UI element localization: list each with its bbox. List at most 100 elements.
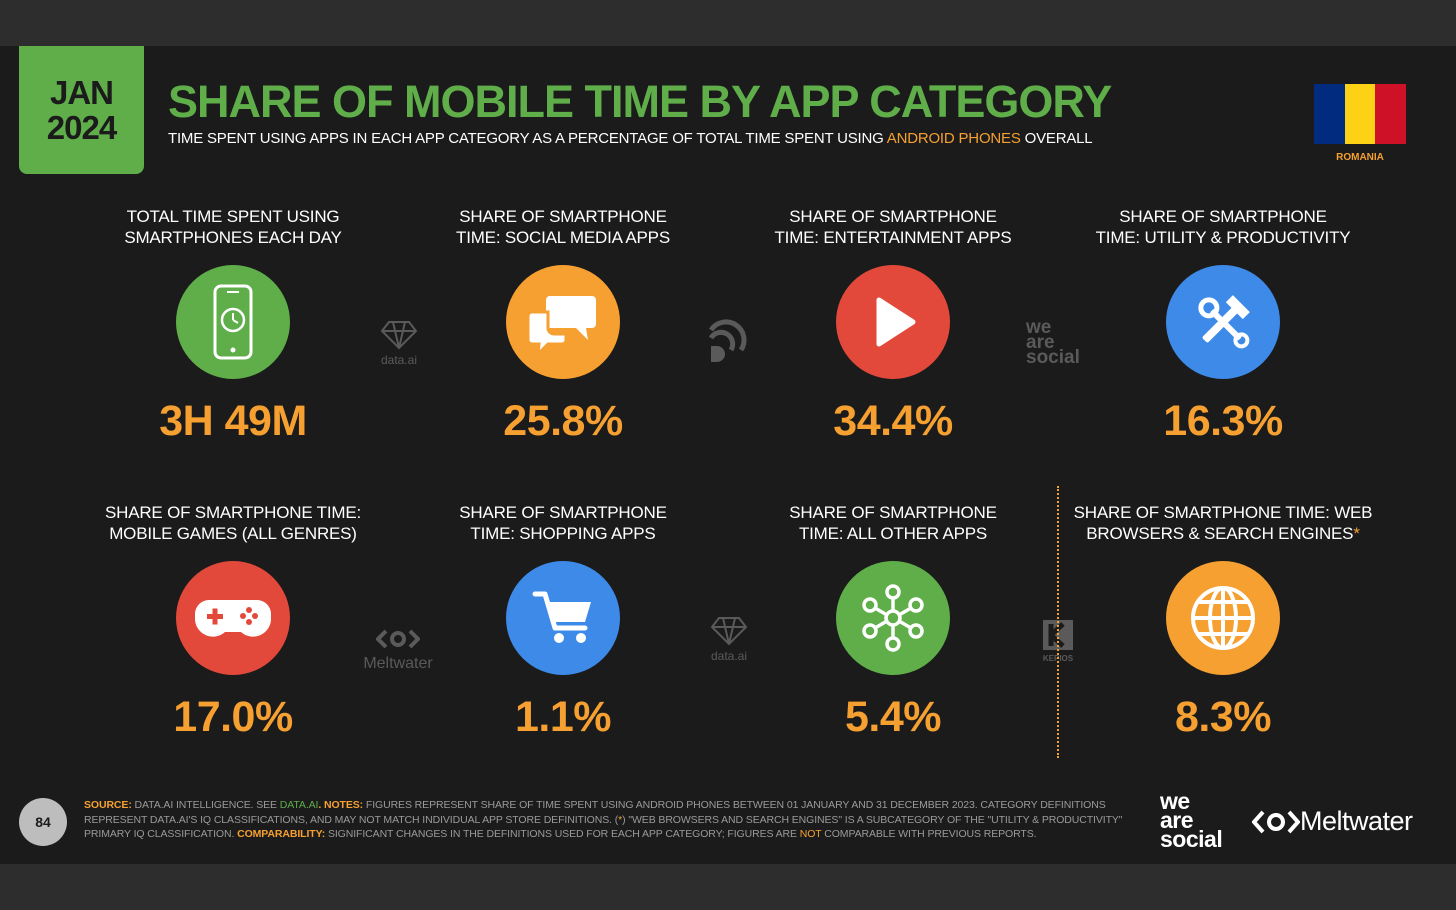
bottom-bar	[0, 864, 1456, 910]
stat-label-line: MOBILE GAMES (ALL GENRES)	[109, 524, 357, 543]
stat-label: SHARE OF SMARTPHONE TIME: ENTERTAINMENT A…	[743, 206, 1043, 250]
play-icon	[836, 265, 950, 379]
stat-label: TOTAL TIME SPENT USING SMARTPHONES EACH D…	[83, 206, 383, 250]
page-title: SHARE OF MOBILE TIME BY APP CATEGORY	[168, 76, 1112, 127]
stat-value: 34.4%	[833, 397, 953, 445]
stat-label-line: SHARE OF SMARTPHONE	[789, 503, 997, 522]
dataai-d-icon	[708, 319, 747, 362]
comparability-not: NOT	[799, 828, 822, 840]
stat-games: SHARE OF SMARTPHONE TIME: MOBILE GAMES (A…	[83, 502, 383, 742]
gamepad-icon	[176, 561, 290, 675]
we-are-social-watermark: we are social	[1026, 317, 1096, 368]
stat-utility: SHARE OF SMARTPHONE TIME: UTILITY & PRODU…	[1073, 206, 1373, 446]
meltwater-eye-icon	[375, 629, 421, 649]
meltwater-watermark: Meltwater	[358, 628, 438, 673]
dataai-logo-watermark	[702, 316, 756, 367]
date-year: 2024	[46, 109, 117, 146]
comparability-text-2: COMPARABLE WITH PREVIOUS REPORTS.	[821, 828, 1037, 840]
stat-label-line: BROWSERS & SEARCH ENGINES*	[1073, 523, 1373, 544]
date-badge: JAN 2024	[19, 46, 144, 174]
logo-was-line: social	[1160, 826, 1223, 852]
top-bar	[0, 0, 1456, 46]
was-line: we	[1026, 317, 1052, 338]
shopping-cart-icon	[506, 561, 620, 675]
dataai-watermark-2: data.ai	[702, 616, 756, 663]
was-line: social	[1026, 347, 1080, 368]
was-line: are	[1026, 332, 1055, 353]
stat-value: 1.1%	[514, 693, 612, 741]
stat-value: 17.0%	[173, 693, 293, 741]
stat-label-text: BROWSERS & SEARCH ENGINES	[1086, 524, 1354, 543]
dotted-divider	[1057, 486, 1059, 758]
dataai-text: data.ai	[380, 353, 418, 367]
stat-label-line: TIME: ALL OTHER APPS	[798, 524, 988, 543]
stat-label-line: TIME: ENTERTAINMENT APPS	[774, 228, 1012, 247]
subtitle-text: TIME SPENT USING APPS IN EACH APP CATEGO…	[168, 130, 887, 147]
stat-shopping: SHARE OF SMARTPHONE TIME: SHOPPING APPS 1…	[413, 502, 713, 742]
stat-label-line: SHARE OF SMARTPHONE	[459, 207, 667, 226]
stat-label: SHARE OF SMARTPHONE TIME: SHOPPING APPS	[413, 502, 713, 546]
stat-label-line: SMARTPHONES EACH DAY	[124, 228, 342, 247]
notes-star: *	[618, 813, 623, 826]
stat-entertainment: SHARE OF SMARTPHONE TIME: ENTERTAINMENT A…	[743, 206, 1043, 446]
stat-value: 5.4%	[844, 693, 942, 741]
flag-stripe-red	[1375, 84, 1407, 144]
date-month: JAN	[49, 74, 114, 111]
dataai-watermark: data.ai	[372, 320, 426, 367]
stat-label: SHARE OF SMARTPHONE TIME: WEB BROWSERS & …	[1073, 502, 1373, 546]
source-text: DATA.AI INTELLIGENCE. SEE	[131, 799, 280, 811]
smartphone-clock-icon	[176, 265, 290, 379]
stat-label: SHARE OF SMARTPHONE TIME: ALL OTHER APPS	[743, 502, 1043, 546]
stat-label: SHARE OF SMARTPHONE TIME: MOBILE GAMES (A…	[83, 502, 383, 546]
comparability-text: SIGNIFICANT CHANGES IN THE DEFINITIONS U…	[325, 828, 800, 840]
stat-web-browsers: SHARE OF SMARTPHONE TIME: WEB BROWSERS & …	[1073, 502, 1373, 742]
subtitle-text-end: OVERALL	[1020, 130, 1093, 147]
stat-label-line: SHARE OF SMARTPHONE	[1119, 207, 1327, 226]
stat-label-line: SHARE OF SMARTPHONE TIME:	[104, 503, 362, 522]
stat-total-time: TOTAL TIME SPENT USING SMARTPHONES EACH D…	[83, 206, 383, 446]
source-label: SOURCE:	[84, 799, 132, 811]
tools-icon	[1166, 265, 1280, 379]
stat-label-line: SHARE OF SMARTPHONE TIME: WEB	[1073, 503, 1373, 522]
flag-stripe-blue	[1314, 84, 1345, 144]
stat-label-line: TOTAL TIME SPENT USING	[126, 207, 340, 226]
stat-label-line: SHARE OF SMARTPHONE	[459, 503, 667, 522]
stat-label-line: TIME: SHOPPING APPS	[470, 524, 656, 543]
stat-value: 8.3%	[1174, 693, 1272, 741]
stat-other-apps: SHARE OF SMARTPHONE TIME: ALL OTHER APPS …	[743, 502, 1043, 742]
we-are-social-logo: we are social	[1160, 788, 1223, 852]
meltwater-logo: Meltwater	[1252, 806, 1413, 837]
app-network-icon	[836, 561, 950, 675]
page-subtitle: TIME SPENT USING APPS IN EACH APP CATEGO…	[168, 130, 1093, 147]
logo-was-line: we	[1160, 788, 1190, 814]
logo-was-line: are	[1160, 807, 1194, 833]
meltwater-logo-text: Meltwater	[1300, 806, 1413, 836]
flag-stripe-yellow	[1344, 84, 1376, 144]
stat-label-line: TIME: SOCIAL MEDIA APPS	[456, 228, 670, 247]
footnote: SOURCE: DATA.AI INTELLIGENCE. SEE DATA.A…	[84, 798, 1124, 842]
page-number: 84	[19, 798, 67, 846]
meltwater-text: Meltwater	[363, 655, 433, 672]
dataai-text: data.ai	[710, 649, 748, 663]
subtitle-highlight: ANDROID PHONES	[886, 130, 1021, 147]
romania-flag	[1314, 84, 1407, 144]
asterisk: *	[1353, 524, 1360, 543]
stat-social-media: SHARE OF SMARTPHONE TIME: SOCIAL MEDIA AP…	[413, 206, 713, 446]
stat-label-line: TIME: UTILITY & PRODUCTIVITY	[1095, 228, 1351, 247]
stat-label: SHARE OF SMARTPHONE TIME: SOCIAL MEDIA AP…	[413, 206, 713, 250]
speech-bubbles-icon	[506, 265, 620, 379]
comparability-label: COMPARABILITY:	[237, 828, 326, 840]
notes-text: FIGURES REPRESENT SHARE OF TIME SPENT US…	[84, 799, 1106, 826]
stat-value: 3H 49M	[159, 397, 307, 445]
notes-label: . NOTES:	[318, 799, 364, 811]
stat-value: 16.3%	[1163, 397, 1283, 445]
meltwater-eye-icon	[1252, 810, 1300, 833]
stat-label-line: SHARE OF SMARTPHONE	[789, 207, 997, 226]
stat-value: 25.8%	[503, 397, 623, 445]
diamond-icon	[380, 321, 418, 350]
stat-label: SHARE OF SMARTPHONE TIME: UTILITY & PRODU…	[1073, 206, 1373, 250]
globe-icon	[1166, 561, 1280, 675]
source-link[interactable]: DATA.AI	[279, 799, 319, 811]
diamond-icon	[710, 617, 748, 646]
country-label: ROMANIA	[1336, 152, 1384, 163]
